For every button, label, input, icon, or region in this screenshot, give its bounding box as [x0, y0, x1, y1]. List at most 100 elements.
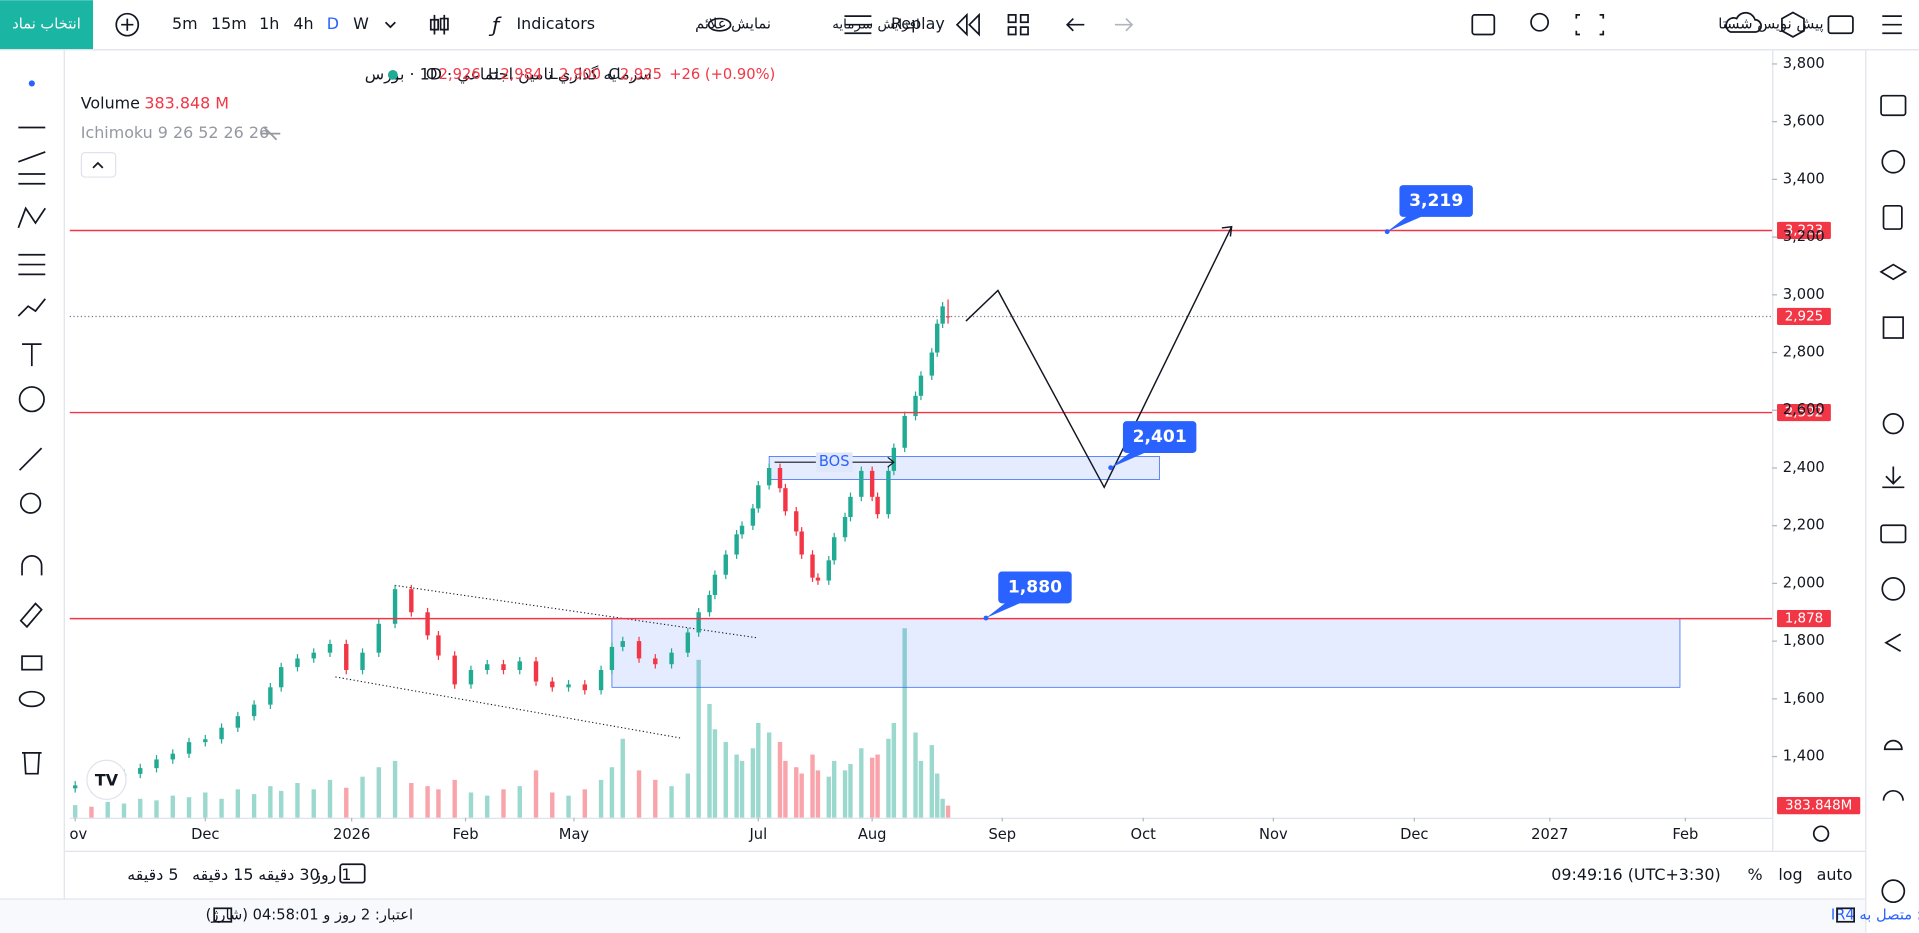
interval-button[interactable]: W [353, 14, 369, 33]
capital-increase[interactable]: افزایش سرمایه [832, 18, 919, 33]
indicator-name: Ichimoku 9 26 52 26 26 [81, 123, 269, 142]
percent-toggle[interactable]: % [1747, 865, 1762, 884]
projection-tool[interactable] [18, 253, 46, 276]
timeframe-button[interactable]: 5 دقیقه [127, 865, 178, 884]
timeframe-button[interactable]: 15 دقیقه [192, 865, 253, 884]
volume-bar [653, 779, 658, 818]
volume-bar [636, 770, 642, 818]
show-signals[interactable]: نمایش علائم [695, 16, 771, 33]
volume-bar [550, 792, 555, 818]
sliders-icon[interactable] [844, 15, 872, 35]
ohlc: O 2,926 H 2,984 L 2,900 C 2,925 +26 (+0.90%) [426, 66, 775, 83]
x-tick-label: Dec [191, 826, 219, 843]
fx-icon[interactable]: ƒ [488, 13, 502, 37]
candle-body [902, 416, 907, 448]
delete-tool[interactable] [22, 752, 42, 775]
emoji-tool[interactable] [18, 386, 45, 413]
draft-label[interactable]: پیش نویس شستا [1718, 16, 1823, 33]
interval-button[interactable]: D [327, 14, 339, 33]
candle-body [485, 664, 490, 670]
undo[interactable] [1065, 17, 1085, 32]
volume-bar [203, 792, 208, 818]
ruler-tool[interactable] [18, 447, 43, 471]
pattern-tool[interactable] [17, 206, 46, 229]
auto-toggle[interactable]: auto [1817, 865, 1853, 884]
forecast-tool[interactable] [17, 298, 46, 317]
indicator-hidden[interactable] [260, 126, 281, 141]
candle-body [886, 470, 891, 515]
collapse-legend[interactable] [80, 151, 117, 178]
add-symbol[interactable] [115, 12, 140, 37]
timeframe-button[interactable]: 30 دقیقه [258, 865, 319, 884]
volume-bar [409, 783, 414, 818]
watchlist-icon[interactable] [1880, 94, 1907, 117]
draw-mode[interactable] [19, 602, 43, 629]
candle-body [750, 508, 756, 526]
menu-icon[interactable] [1882, 15, 1902, 35]
replay-button[interactable]: Replay [891, 14, 945, 33]
volume-bar [945, 805, 951, 818]
list-icon[interactable] [1882, 316, 1904, 339]
eye-icon[interactable] [707, 17, 732, 32]
layout-icon[interactable] [1007, 14, 1029, 36]
symbol-name: سرمایه گذاري تامين اجتماعي · 1D · بورس [365, 64, 652, 84]
redo[interactable] [1114, 17, 1134, 32]
fib-tool[interactable] [18, 151, 46, 185]
y-tick-label: 2,000 [1783, 574, 1825, 591]
candle-body [777, 467, 783, 489]
interval-button[interactable]: 15m [211, 14, 247, 33]
volume-name: Volume [81, 94, 140, 113]
symbol-button-label[interactable]: انتخاب نماد [12, 16, 81, 33]
candle-body [138, 768, 143, 774]
help-icon[interactable] [1881, 879, 1906, 904]
share-icon[interactable] [1884, 633, 1902, 653]
chart-type[interactable] [429, 14, 449, 35]
account-icon[interactable] [1881, 577, 1906, 601]
indicators-button[interactable]: Indicators [516, 14, 595, 33]
replay-icon[interactable] [955, 12, 980, 37]
candle-body [935, 323, 940, 353]
text-tool[interactable] [22, 343, 42, 367]
card-icon[interactable] [1880, 524, 1907, 544]
volume-bar [620, 738, 625, 818]
camera-icon[interactable] [1827, 15, 1854, 35]
interval-button[interactable]: 1h [259, 14, 279, 33]
interval-button[interactable]: 4h [293, 14, 313, 33]
magnet-tool[interactable] [21, 554, 43, 576]
settings-hex[interactable] [1781, 11, 1805, 38]
volume-bar [452, 779, 457, 818]
volume-bar [392, 760, 398, 818]
cloud-icon[interactable] [1725, 11, 1762, 33]
interval-button[interactable]: 5m [172, 14, 198, 33]
volume-bar [327, 779, 333, 818]
interval-menu[interactable] [384, 21, 396, 29]
fullscreen[interactable] [1575, 14, 1605, 36]
settings-icon[interactable] [1882, 413, 1904, 435]
support-icon[interactable] [1882, 789, 1904, 801]
logo-mark: TV [95, 771, 119, 790]
goto-time[interactable] [1812, 825, 1830, 842]
cursor-tool[interactable] [28, 80, 35, 87]
download-icon[interactable] [1882, 466, 1905, 489]
log-toggle[interactable]: log [1778, 865, 1802, 884]
search-icon[interactable] [1530, 12, 1550, 32]
notes-icon[interactable] [1882, 204, 1903, 230]
level-tag [1777, 221, 1831, 240]
bell-icon[interactable] [1883, 739, 1903, 751]
volume-bar [517, 786, 522, 818]
layers-icon[interactable] [1879, 263, 1908, 281]
x-tick-label: Aug [858, 826, 887, 843]
symbol-button[interactable] [0, 0, 94, 50]
hide-tool[interactable] [18, 690, 45, 708]
volume-bar [875, 754, 880, 818]
alerts-icon[interactable] [1881, 149, 1906, 174]
date-range-icon[interactable] [339, 863, 366, 884]
window-icon[interactable] [1471, 14, 1496, 36]
zoom-tool[interactable] [19, 492, 42, 514]
volume-bar [235, 789, 241, 818]
volume-bar [826, 776, 831, 818]
timeframe-button[interactable]: 1 روز [312, 865, 351, 885]
lock-tool[interactable] [21, 655, 43, 671]
x-tick-label: Oct [1131, 826, 1157, 843]
candle-body [186, 742, 192, 754]
